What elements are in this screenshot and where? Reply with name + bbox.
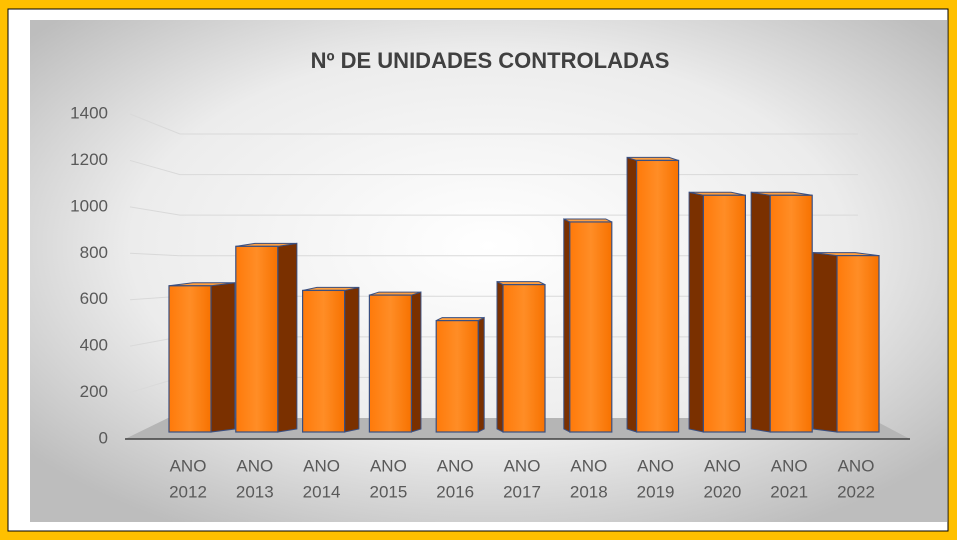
bar-side	[210, 282, 236, 433]
bar	[496, 280, 546, 433]
bar-side	[477, 316, 485, 433]
x-tick-label: 2012	[169, 482, 207, 501]
y-tick-label: 0	[99, 428, 108, 447]
x-tick-label: 2015	[369, 482, 407, 501]
x-tick-label: 2018	[570, 482, 608, 501]
x-tick-label: ANO	[303, 456, 340, 475]
x-tick-label: ANO	[504, 456, 541, 475]
bar-side	[410, 291, 422, 433]
bar	[235, 242, 298, 433]
bar	[750, 191, 813, 433]
bar-front	[635, 159, 680, 433]
grid-line	[129, 113, 858, 135]
chart-title: Nº DE UNIDADES CONTROLADAS	[311, 48, 670, 73]
y-tick-label: 400	[80, 336, 108, 355]
bar-front	[702, 194, 747, 433]
bar	[435, 316, 485, 433]
x-tick-label: 2017	[503, 482, 541, 501]
x-tick-label: ANO	[570, 456, 607, 475]
x-tick-label: 2014	[303, 482, 341, 501]
bar	[626, 156, 680, 433]
bar	[302, 286, 360, 433]
x-tick-label: 2022	[837, 482, 875, 501]
x-tick-label: 2019	[637, 482, 675, 501]
bar	[688, 191, 747, 433]
bar-front	[569, 221, 613, 433]
x-tick-label: ANO	[637, 456, 674, 475]
bar-front	[235, 245, 279, 433]
x-tick-label: ANO	[236, 456, 273, 475]
x-tick-label: ANO	[437, 456, 474, 475]
y-tick-label: 1200	[70, 150, 108, 169]
bar-front	[769, 194, 813, 433]
bar-side	[496, 280, 504, 433]
x-tick-label: 2021	[770, 482, 808, 501]
bar-side	[688, 191, 704, 433]
bar-side	[750, 191, 771, 433]
bar-front	[168, 285, 212, 433]
x-tick-label: ANO	[771, 456, 808, 475]
x-tick-label: ANO	[370, 456, 407, 475]
y-tick-label: 1000	[70, 196, 108, 215]
bar-side	[563, 218, 571, 433]
y-tick-label: 200	[80, 382, 108, 401]
bar	[563, 218, 613, 433]
x-tick-label: 2016	[436, 482, 474, 501]
bar-front	[435, 320, 479, 433]
bar-side	[344, 286, 360, 433]
bar	[812, 252, 880, 433]
x-tick-label: 2013	[236, 482, 274, 501]
y-tick-label: 1400	[70, 103, 108, 122]
x-tick-label: ANO	[838, 456, 875, 475]
bar-side	[626, 156, 638, 433]
bar-front	[302, 289, 346, 433]
bar	[168, 282, 236, 433]
x-tick-label: ANO	[170, 456, 207, 475]
x-tick-label: 2020	[703, 482, 741, 501]
y-tick-label: 600	[80, 289, 108, 308]
bar-side	[277, 242, 298, 433]
bar-front	[368, 294, 412, 433]
bar	[368, 291, 422, 433]
x-tick-label: ANO	[704, 456, 741, 475]
bar-front	[502, 284, 546, 433]
y-tick-label: 800	[80, 243, 108, 262]
bar-side	[812, 252, 838, 433]
bar-front	[836, 255, 880, 433]
